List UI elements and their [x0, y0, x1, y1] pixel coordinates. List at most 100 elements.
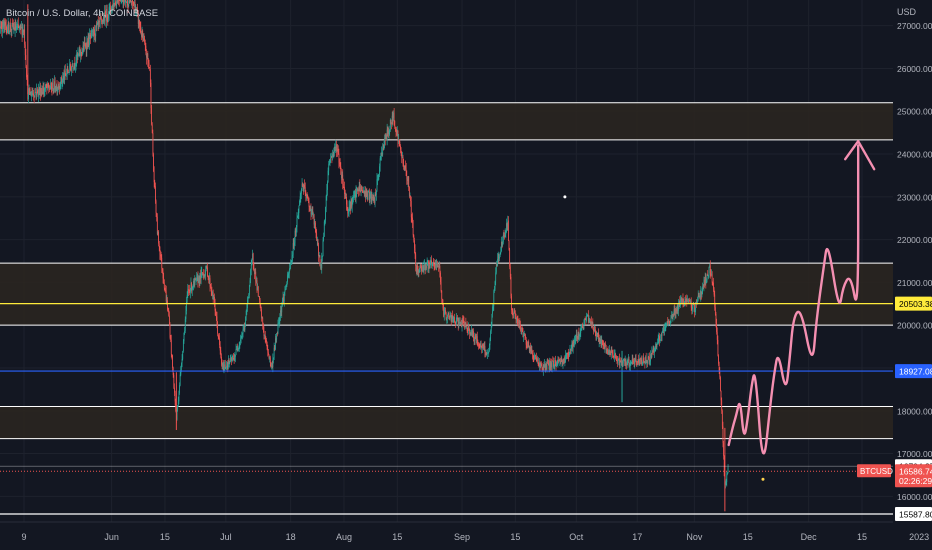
- candle-body: [146, 53, 148, 58]
- candle-body: [346, 204, 348, 209]
- candle-body: [80, 50, 82, 53]
- candle-body: [709, 265, 711, 274]
- candle-body: [703, 279, 705, 287]
- candle-body: [375, 190, 377, 195]
- candle-body: [397, 130, 399, 141]
- candle-body: [579, 334, 580, 337]
- candle-body: [82, 45, 84, 51]
- candle-body: [463, 320, 465, 326]
- candle-body: [190, 282, 192, 290]
- candle-body: [712, 282, 714, 284]
- candle-body: [698, 295, 700, 298]
- candle-body: [105, 15, 107, 22]
- candle-body: [214, 297, 215, 303]
- horizontal-levels[interactable]: [0, 303, 893, 515]
- candle-body: [595, 331, 597, 337]
- candle-body: [261, 309, 262, 318]
- candle-body: [220, 350, 222, 357]
- candle-body: [544, 364, 545, 368]
- annotation-dot[interactable]: [563, 195, 567, 199]
- candle-body: [183, 332, 185, 342]
- candle-body: [248, 285, 250, 295]
- candle-body: [713, 282, 714, 289]
- candle-body: [142, 38, 144, 40]
- candle-body: [561, 358, 563, 362]
- candle-body: [622, 360, 624, 364]
- candle-body: [21, 26, 22, 28]
- candle-body: [726, 474, 728, 483]
- projection-path[interactable]: [727, 144, 860, 455]
- candle-body: [14, 24, 16, 31]
- candle-body: [565, 354, 567, 356]
- candle-body: [396, 132, 398, 134]
- candle-body: [265, 339, 267, 341]
- candle-body: [145, 45, 147, 54]
- zone-box[interactable]: [0, 102, 893, 140]
- candle-body: [503, 234, 505, 237]
- candle-body: [320, 264, 321, 266]
- candle-body: [627, 358, 629, 361]
- candle-body: [543, 364, 545, 368]
- candle-body: [198, 277, 200, 283]
- candle-body: [360, 187, 362, 193]
- candle-body: [593, 330, 595, 332]
- price-tick-label: 20000.00: [897, 321, 932, 331]
- candle-body: [391, 115, 393, 124]
- annotation-dot[interactable]: [761, 477, 765, 481]
- candle-body: [471, 329, 473, 336]
- candle-body: [567, 353, 568, 354]
- candle-body: [680, 298, 682, 301]
- candle-body: [169, 324, 171, 338]
- candle-body: [186, 301, 187, 311]
- candle-body: [360, 189, 361, 193]
- projection-sketch[interactable]: [563, 139, 876, 481]
- candle-body: [443, 308, 445, 317]
- candle-body: [711, 274, 713, 283]
- candle-body: [521, 328, 523, 332]
- candle-body: [13, 27, 15, 29]
- candle-body: [544, 364, 546, 368]
- candle-body: [426, 266, 427, 268]
- candle-body: [553, 360, 554, 367]
- candle-body: [416, 265, 418, 273]
- candle-body: [182, 341, 184, 352]
- candle-body: [376, 179, 378, 191]
- price-axis-panel[interactable]: [893, 0, 932, 550]
- candle-body: [535, 355, 537, 357]
- candle-body: [12, 22, 13, 24]
- candle-body: [293, 243, 295, 246]
- candle-body: [620, 361, 622, 363]
- candle-body: [128, 0, 130, 6]
- candle-body: [160, 256, 162, 258]
- candle-body: [547, 363, 549, 365]
- candle-body: [55, 85, 57, 90]
- candle-body: [605, 345, 607, 351]
- candle-body: [57, 88, 59, 89]
- candle-body: [136, 8, 138, 11]
- candle-body: [150, 82, 152, 108]
- candle-body: [332, 153, 333, 158]
- candle-body: [705, 277, 707, 284]
- candle-body: [243, 327, 245, 330]
- candle-body: [228, 359, 229, 368]
- candle-body: [321, 256, 323, 269]
- candle-body: [374, 197, 375, 203]
- candle-body: [694, 304, 695, 313]
- time-axis[interactable]: 9 Jun 15 Jul 18 Aug 15 Sep 15 Oct 17 Nov 15 Dec 15 2023: [21, 532, 929, 542]
- price-tick-label: 27000.00: [897, 21, 932, 31]
- candle-body: [235, 349, 237, 356]
- candle-body: [321, 256, 323, 257]
- arrow-head[interactable]: [843, 139, 876, 171]
- candle-body: [607, 349, 608, 351]
- candle-body: [146, 53, 147, 58]
- candle-body: [549, 361, 551, 369]
- candle-body: [217, 333, 219, 337]
- candle-body: [334, 146, 335, 152]
- candle-body: [366, 190, 368, 194]
- candle-body: [290, 264, 292, 269]
- time-tick-label: 2023: [909, 532, 929, 542]
- candle-body: [714, 307, 716, 314]
- candle-body: [283, 292, 285, 302]
- candle-body: [718, 355, 719, 364]
